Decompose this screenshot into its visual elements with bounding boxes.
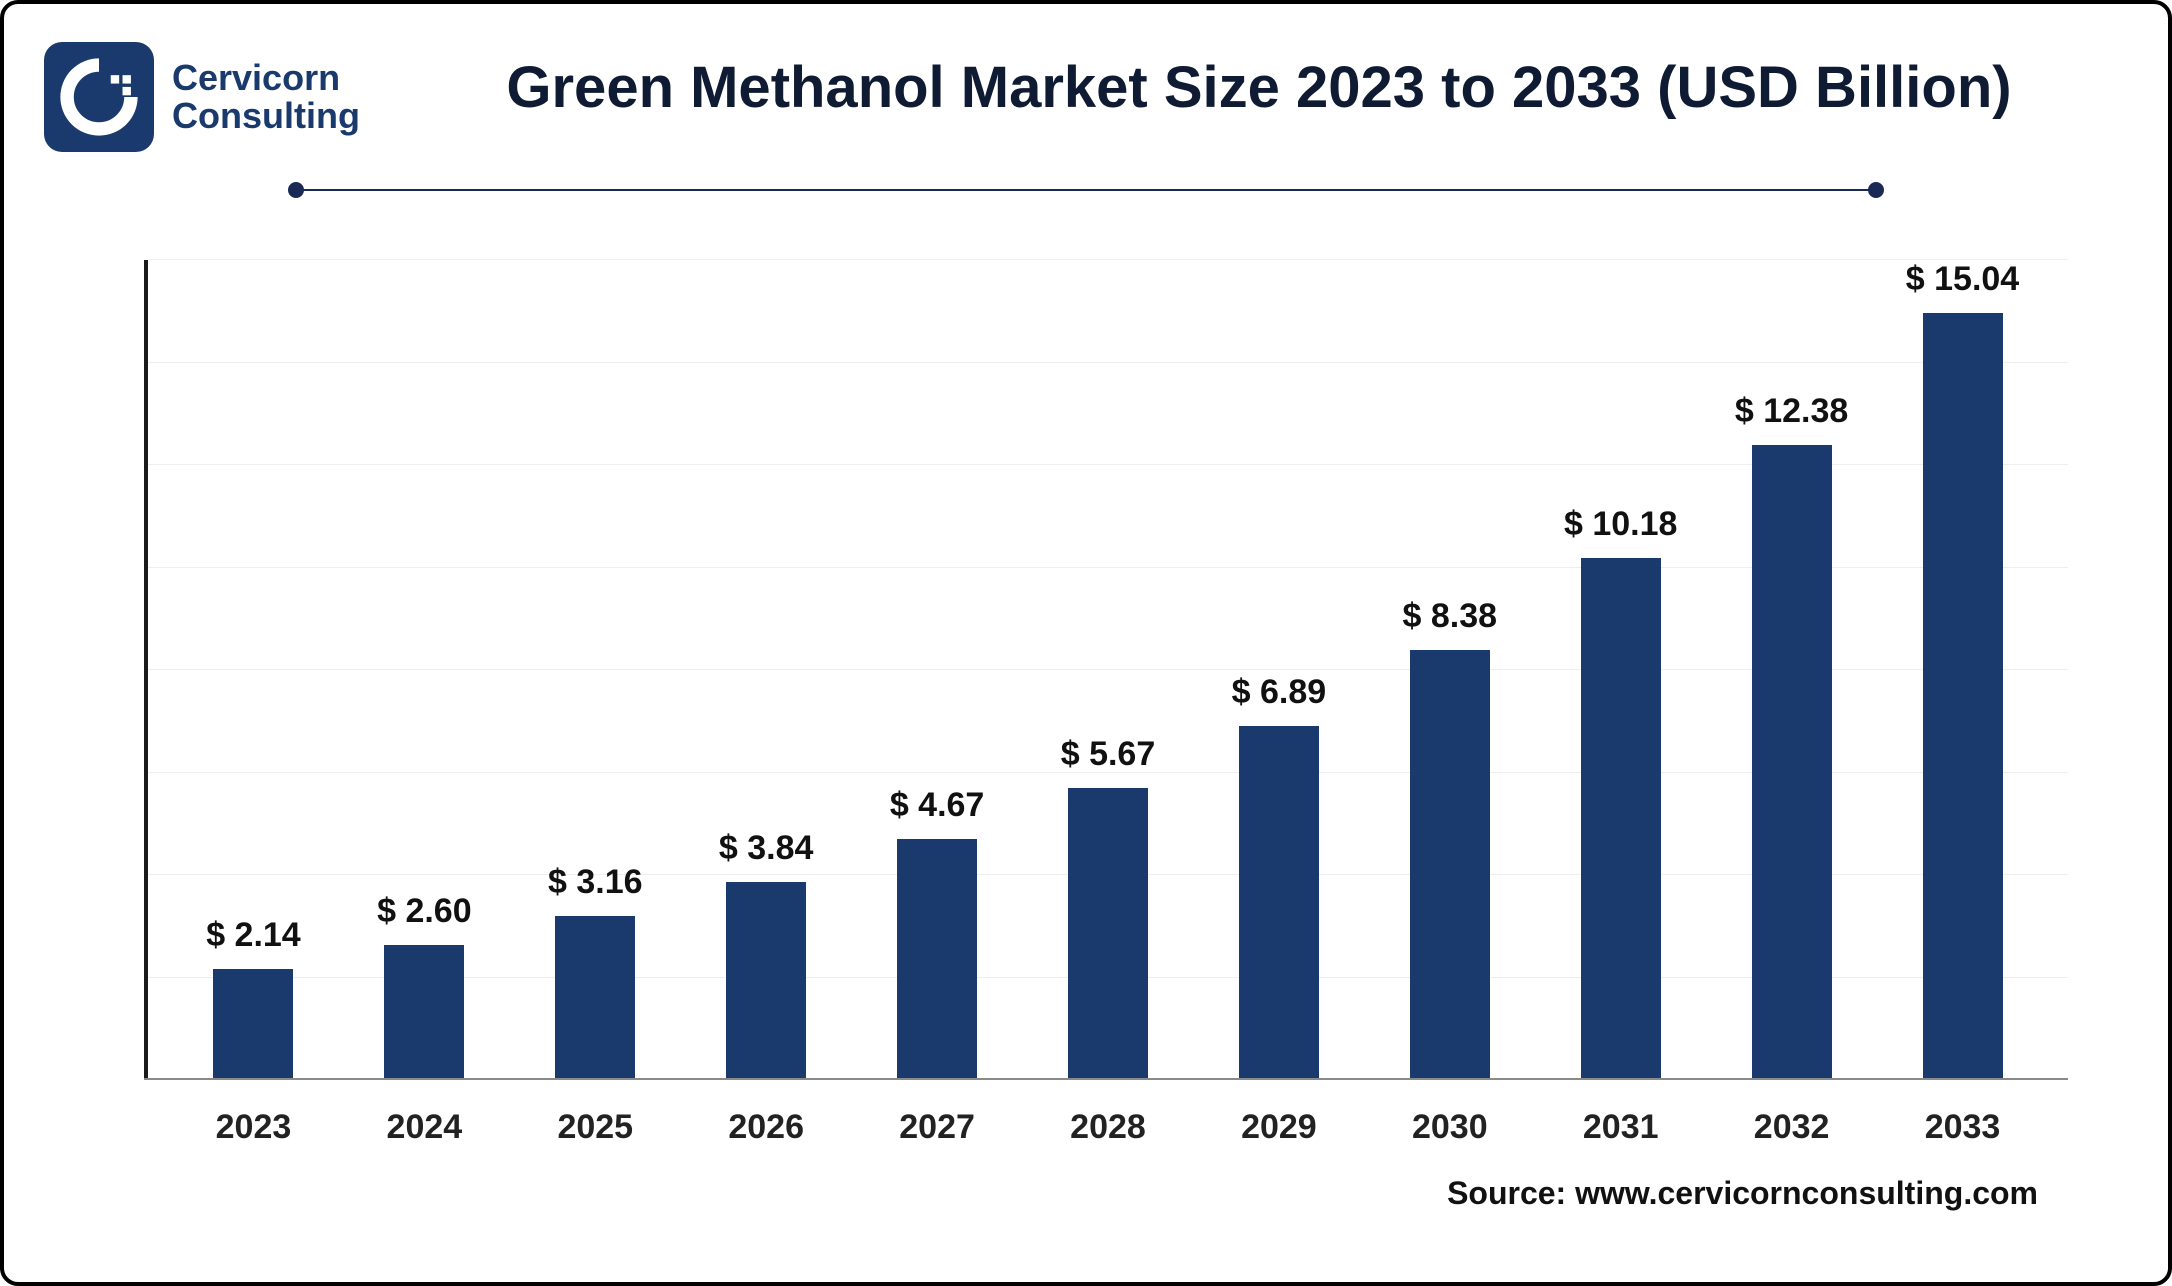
brand-name: Cervicorn Consulting: [172, 59, 360, 135]
bar-value-label: $ 4.67: [890, 786, 985, 825]
bar: [1239, 726, 1319, 1078]
bar-slot: $ 10.18: [1535, 260, 1706, 1078]
chart-title: Green Methanol Market Size 2023 to 2033 …: [390, 54, 2128, 121]
bar-slot: $ 3.84: [681, 260, 852, 1078]
x-axis-label: 2030: [1364, 1108, 1535, 1147]
brand-logo: Cervicorn Consulting: [44, 42, 360, 152]
x-axis-label: 2029: [1193, 1108, 1364, 1147]
divider-dot-left: [288, 182, 304, 198]
bar-value-label: $ 2.60: [377, 892, 472, 931]
bar-value-label: $ 6.89: [1232, 673, 1327, 712]
x-axis-label: 2027: [852, 1108, 1023, 1147]
x-axis-label: 2031: [1535, 1108, 1706, 1147]
x-axis-label: 2028: [1023, 1108, 1194, 1147]
x-axis-label: 2033: [1877, 1108, 2048, 1147]
title-divider: [296, 180, 1876, 200]
source-label: Source: www.cervicornconsulting.com: [144, 1175, 2068, 1212]
bar: [1410, 650, 1490, 1078]
bar-slot: $ 12.38: [1706, 260, 1877, 1078]
bar-value-label: $ 10.18: [1564, 505, 1677, 544]
bar: [1752, 445, 1832, 1078]
bar-slot: $ 4.67: [852, 260, 1023, 1078]
bar-value-label: $ 8.38: [1403, 597, 1498, 636]
bar-slot: $ 3.16: [510, 260, 681, 1078]
bar-value-label: $ 2.14: [206, 916, 301, 955]
x-labels-row: 2023202420252026202720282029203020312032…: [144, 1108, 2068, 1147]
bar-value-label: $ 5.67: [1061, 735, 1156, 774]
bar: [1068, 788, 1148, 1078]
bar-slot: $ 8.38: [1364, 260, 1535, 1078]
bar-slot: $ 15.04: [1877, 260, 2048, 1078]
bar: [1923, 313, 2003, 1078]
x-axis: [144, 1078, 2068, 1080]
bar-slot: $ 6.89: [1193, 260, 1364, 1078]
bar-value-label: $ 3.84: [719, 829, 814, 868]
plot-area: $ 2.14 $ 2.60 $ 3.16 $ 3.84 $ 4.67 $ 5.67 $ 6.…: [144, 260, 2068, 1080]
header: Cervicorn Consulting Green Methanol Mark…: [44, 34, 2128, 152]
bar: [897, 839, 977, 1078]
x-axis-label: 2023: [168, 1108, 339, 1147]
brand-name-line1: Cervicorn: [172, 59, 360, 97]
chart-zone: $ 2.14 $ 2.60 $ 3.16 $ 3.84 $ 4.67 $ 5.67 $ 6.…: [44, 260, 2128, 1262]
x-axis-label: 2032: [1706, 1108, 1877, 1147]
bar: [1581, 558, 1661, 1078]
bar: [384, 945, 464, 1078]
bars-container: $ 2.14 $ 2.60 $ 3.16 $ 3.84 $ 4.67 $ 5.67 $ 6.…: [148, 260, 2068, 1078]
bar-value-label: $ 15.04: [1906, 260, 2019, 299]
bar-value-label: $ 3.16: [548, 863, 643, 902]
divider-dot-right: [1868, 182, 1884, 198]
bar: [726, 882, 806, 1078]
x-axis-label: 2024: [339, 1108, 510, 1147]
bar-slot: $ 2.14: [168, 260, 339, 1078]
x-axis-label: 2026: [681, 1108, 852, 1147]
x-axis-label: 2025: [510, 1108, 681, 1147]
brand-c-icon: [57, 55, 141, 139]
bar: [213, 969, 293, 1078]
brand-name-line2: Consulting: [172, 97, 360, 135]
bar-slot: $ 5.67: [1023, 260, 1194, 1078]
brand-logo-mark: [44, 42, 154, 152]
bar-slot: $ 2.60: [339, 260, 510, 1078]
divider-line: [296, 189, 1876, 191]
bar-value-label: $ 12.38: [1735, 392, 1848, 431]
chart-frame: Cervicorn Consulting Green Methanol Mark…: [0, 0, 2172, 1286]
bar: [555, 916, 635, 1078]
